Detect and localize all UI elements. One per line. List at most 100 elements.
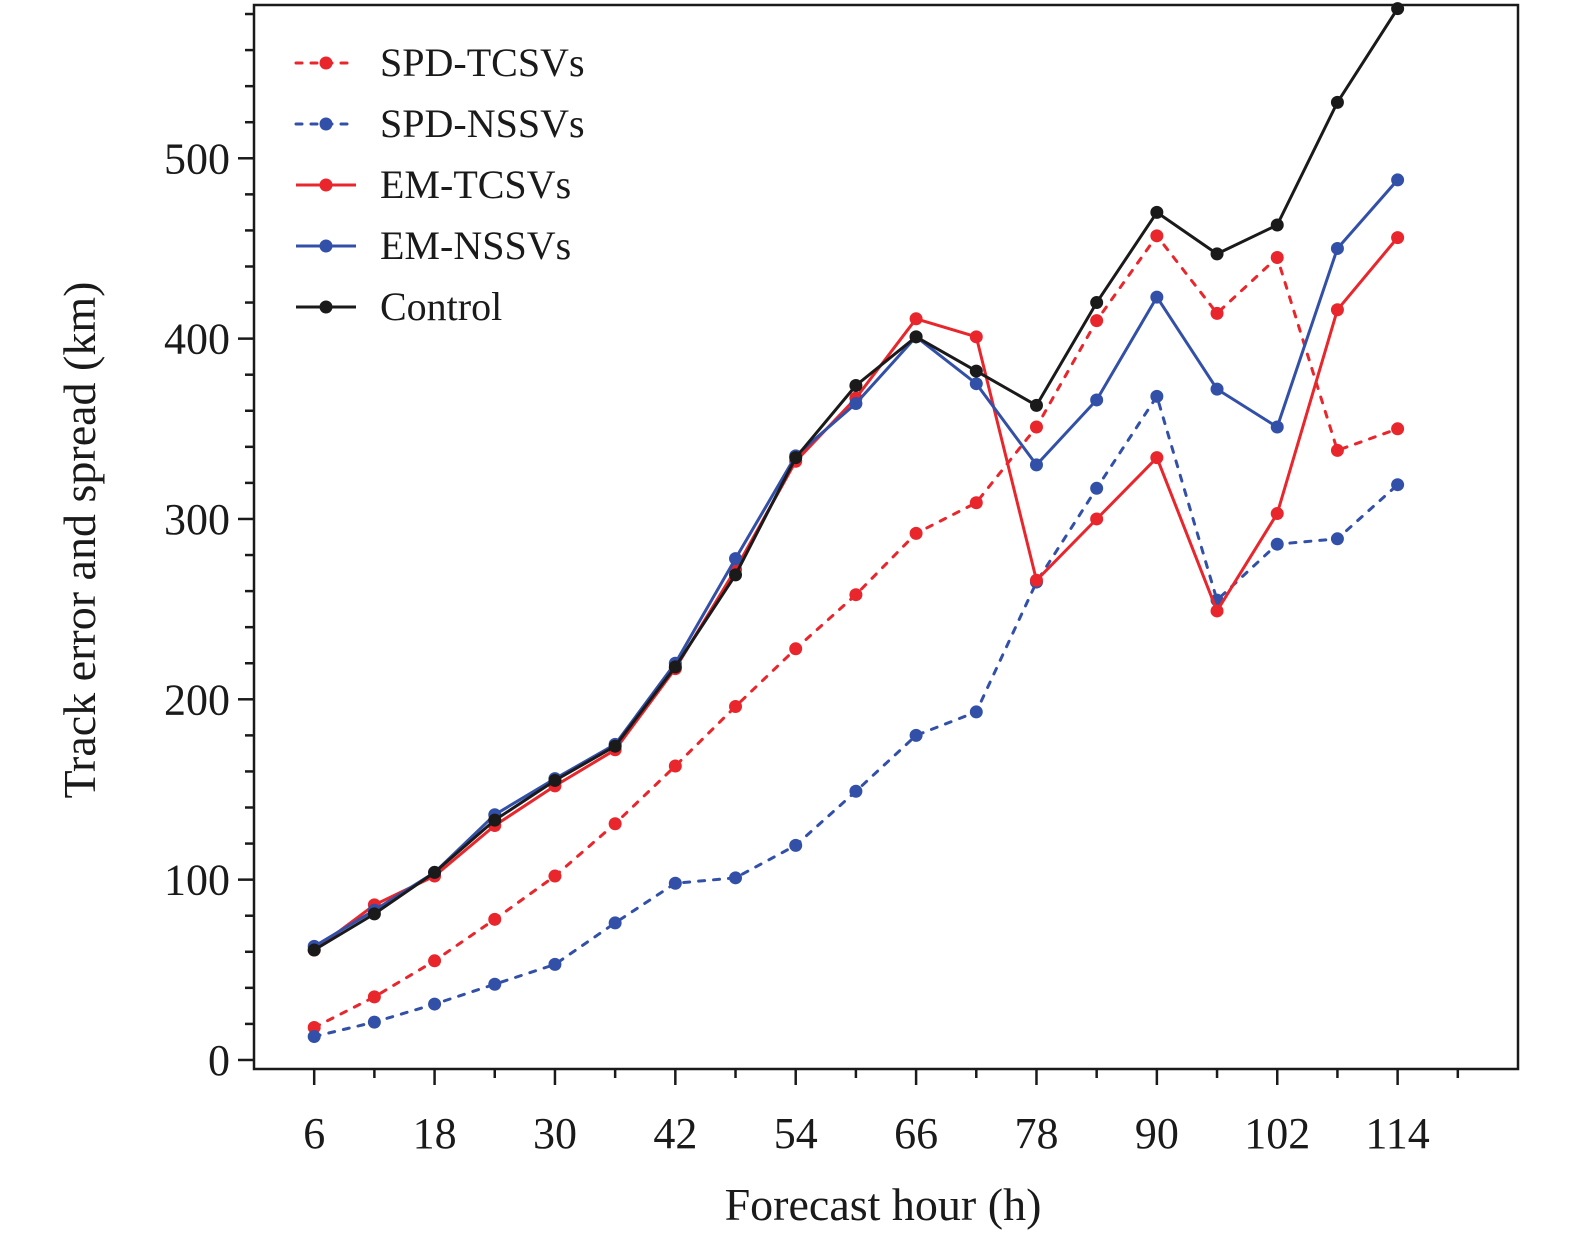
series-control: [307, 2, 1405, 957]
legend-label: EM-NSSVs: [380, 223, 571, 268]
data-point: [909, 526, 923, 540]
legend-label: Control: [380, 284, 502, 329]
legend-label: EM-TCSVs: [380, 162, 571, 207]
data-point: [789, 838, 803, 852]
y-axis: 0 100 200 300 400 500: [164, 12, 254, 1085]
legend-item: EM-NSSVs: [296, 223, 571, 268]
data-point: [909, 312, 923, 326]
y-tick-label: 200: [164, 675, 230, 724]
data-point: [1210, 306, 1224, 320]
data-point: [1150, 290, 1164, 304]
data-point: [1330, 303, 1344, 317]
data-point: [909, 728, 923, 742]
y-tick-label: 100: [164, 856, 230, 905]
data-point: [608, 916, 622, 930]
x-axis-title: Forecast hour (h): [725, 1179, 1042, 1230]
x-tick-label: 66: [894, 1109, 938, 1158]
y-tick-label: 400: [164, 315, 230, 364]
data-point: [548, 773, 562, 787]
data-point: [1150, 389, 1164, 403]
data-point: [1330, 241, 1344, 255]
legend-label: SPD-TCSVs: [380, 40, 585, 85]
legend-swatch-marker: [319, 117, 333, 131]
data-point: [729, 871, 743, 885]
data-point: [428, 954, 442, 968]
data-point: [1391, 422, 1405, 436]
y-axis-title: Track error and spread (km): [54, 282, 105, 799]
data-point: [849, 379, 863, 393]
data-point: [1330, 443, 1344, 457]
legend-swatch-marker: [319, 300, 333, 314]
series-line: [313, 7, 1399, 952]
x-axis: 6 18 30 42 54 66 78 90 102 114: [303, 1069, 1460, 1158]
data-point: [1391, 478, 1405, 492]
data-point: [488, 977, 502, 991]
legend: SPD-TCSVs SPD-NSSVs EM-TCSVs EM-NSSVs Contro…: [294, 40, 585, 329]
data-point: [1090, 512, 1104, 526]
data-point: [608, 739, 622, 753]
data-point: [1330, 95, 1344, 109]
data-point: [1270, 250, 1284, 264]
data-point: [969, 496, 983, 510]
data-point: [428, 865, 442, 879]
data-point: [1090, 393, 1104, 407]
data-point: [1029, 398, 1043, 412]
series-line: [312, 394, 1400, 1038]
data-point: [428, 997, 442, 1011]
data-point: [1330, 532, 1344, 546]
x-tick-label: 42: [653, 1109, 697, 1158]
data-point: [307, 1030, 321, 1044]
data-point: [969, 705, 983, 719]
data-point: [789, 642, 803, 656]
y-tick-label: 500: [164, 134, 230, 183]
data-point: [729, 568, 743, 582]
legend-item: Control: [296, 284, 502, 329]
data-point: [1270, 218, 1284, 232]
data-point: [1029, 458, 1043, 472]
data-point: [1270, 420, 1284, 434]
data-point: [1270, 537, 1284, 551]
data-point: [729, 552, 743, 566]
data-point: [1090, 481, 1104, 495]
y-tick-label: 300: [164, 495, 230, 544]
data-point: [1270, 507, 1284, 521]
series-spd-tcsvs: [307, 229, 1405, 1035]
data-point: [1150, 229, 1164, 243]
data-point: [1029, 420, 1043, 434]
plot-area: [307, 2, 1405, 1044]
legend-item: SPD-NSSVs: [294, 101, 585, 146]
x-tick-label: 102: [1244, 1109, 1310, 1158]
data-point: [789, 451, 803, 465]
data-point: [608, 817, 622, 831]
x-tick-label: 54: [774, 1109, 818, 1158]
data-point: [849, 397, 863, 411]
data-point: [969, 330, 983, 344]
data-point: [367, 990, 381, 1004]
data-point: [668, 876, 682, 890]
legend-swatch-marker: [319, 56, 333, 70]
legend-swatch-marker: [319, 239, 333, 253]
y-tick-label: 0: [208, 1036, 230, 1085]
data-point: [548, 869, 562, 883]
x-tick-label: 78: [1014, 1109, 1058, 1158]
data-point: [1150, 205, 1164, 219]
data-point: [488, 813, 502, 827]
series-line: [312, 234, 1400, 1029]
data-point: [849, 784, 863, 798]
data-point: [1210, 247, 1224, 261]
data-point: [668, 660, 682, 674]
x-tick-label: 18: [413, 1109, 457, 1158]
legend-swatch-marker: [319, 178, 333, 192]
data-point: [909, 330, 923, 344]
data-point: [1210, 382, 1224, 396]
data-point: [1210, 604, 1224, 618]
data-point: [729, 700, 743, 714]
data-point: [488, 912, 502, 926]
data-point: [969, 377, 983, 391]
plot-frame: [252, 3, 1520, 1071]
data-point: [367, 1015, 381, 1029]
x-tick-label: 114: [1365, 1109, 1429, 1158]
legend-item: EM-TCSVs: [296, 162, 571, 207]
data-point: [307, 1021, 321, 1035]
